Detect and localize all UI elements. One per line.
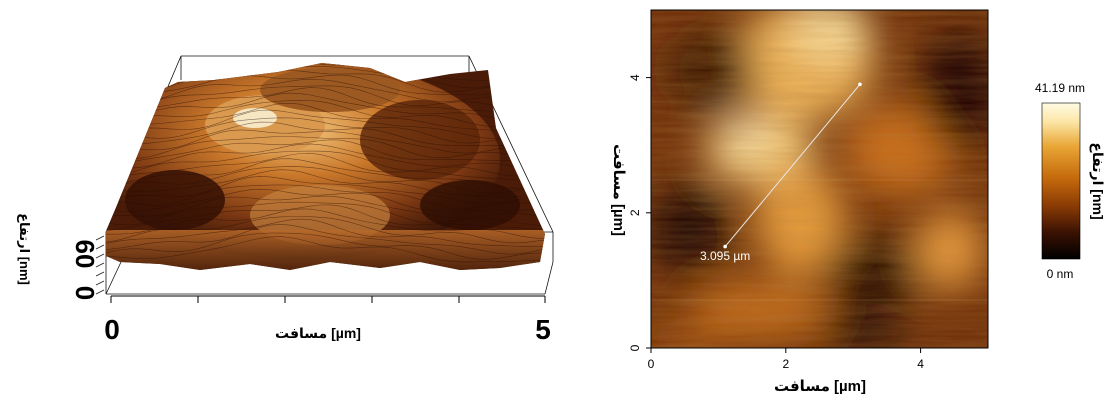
surface-3d-panel: 60 0 ارتفاع [nm] 0 5 مسافت [µm] [17, 55, 554, 345]
surface-contour [106, 224, 545, 255]
surface-contour [106, 158, 545, 189]
colorbar-gradient [1041, 102, 1081, 260]
x-axis-3d [110, 295, 546, 303]
x-axis-title-map: مسافت [µm] [774, 378, 866, 395]
x-tick-label: 0 [648, 357, 655, 371]
surface-contour [106, 92, 545, 123]
surface-contour [106, 236, 545, 263]
x-axis-max-label: 5 [535, 314, 551, 345]
z-axis-ticks [95, 235, 105, 295]
colorbar-title: ارتفاع [nm] [1090, 142, 1106, 219]
surface-contour [106, 74, 545, 99]
y-tick-label: 2 [628, 209, 642, 216]
surface-body [106, 63, 545, 270]
surface-contour [106, 109, 545, 139]
height-map-image [651, 10, 988, 348]
surface-contour [106, 78, 545, 107]
surface-contour [106, 184, 545, 210]
z-axis-max-label: 60 [70, 240, 100, 269]
surface-contour [106, 201, 545, 226]
measurement-label: 3.095 µm [700, 249, 750, 263]
surface-contour [106, 150, 545, 177]
surface-contour [106, 169, 545, 197]
surface-contour [106, 166, 545, 194]
x-axis-ticks: 0 2 4 [648, 348, 924, 371]
surface-contour [106, 152, 545, 182]
colorbar-min-label: 0 nm [1047, 267, 1074, 281]
surface-contour [106, 102, 545, 132]
surface-contour [106, 188, 545, 212]
height-map-panel: 3.095 µm 0 2 4 0 2 4 مسافت [µm] مسافت [µm] [610, 9, 989, 395]
measurement-line[interactable] [723, 82, 862, 249]
surface-contour [106, 85, 545, 111]
colorbar-max-label: 41.19 nm [1035, 81, 1085, 95]
measurement-end-point[interactable] [858, 82, 862, 87]
x-axis-title: مسافت [µm] [275, 325, 361, 341]
y-axis-ticks: 0 2 4 [628, 74, 651, 351]
surface-contour [106, 117, 545, 144]
y-tick-label: 0 [628, 344, 642, 351]
surface-contour [106, 136, 545, 159]
x-tick-label: 4 [917, 357, 924, 371]
surface-contour [106, 121, 545, 146]
surface-contour [106, 204, 545, 232]
colorbar: 41.19 nm 0 nm ارتفاع [nm] [1035, 81, 1106, 281]
surface-contour [106, 216, 545, 244]
surface-contour [106, 232, 545, 260]
z-axis-min-label: 0 [70, 286, 100, 300]
x-tick-label: 2 [782, 357, 789, 371]
surface-contour [106, 69, 545, 93]
surface-contour [106, 218, 545, 247]
surface-contour [106, 129, 545, 154]
surface-contour [106, 143, 545, 173]
x-axis-min-label: 0 [104, 314, 120, 345]
surface-contour [106, 87, 545, 117]
measurement-start-point[interactable] [723, 244, 727, 249]
y-tick-label: 4 [628, 74, 642, 81]
surface-contour [106, 139, 545, 166]
y-axis-title-map: مسافت [µm] [610, 144, 627, 236]
surface-contour [106, 195, 545, 222]
surface-contour [106, 208, 545, 239]
surface-contour [106, 99, 545, 128]
surface-contour [106, 176, 545, 205]
z-axis-title: ارتفاع [nm] [17, 213, 32, 285]
